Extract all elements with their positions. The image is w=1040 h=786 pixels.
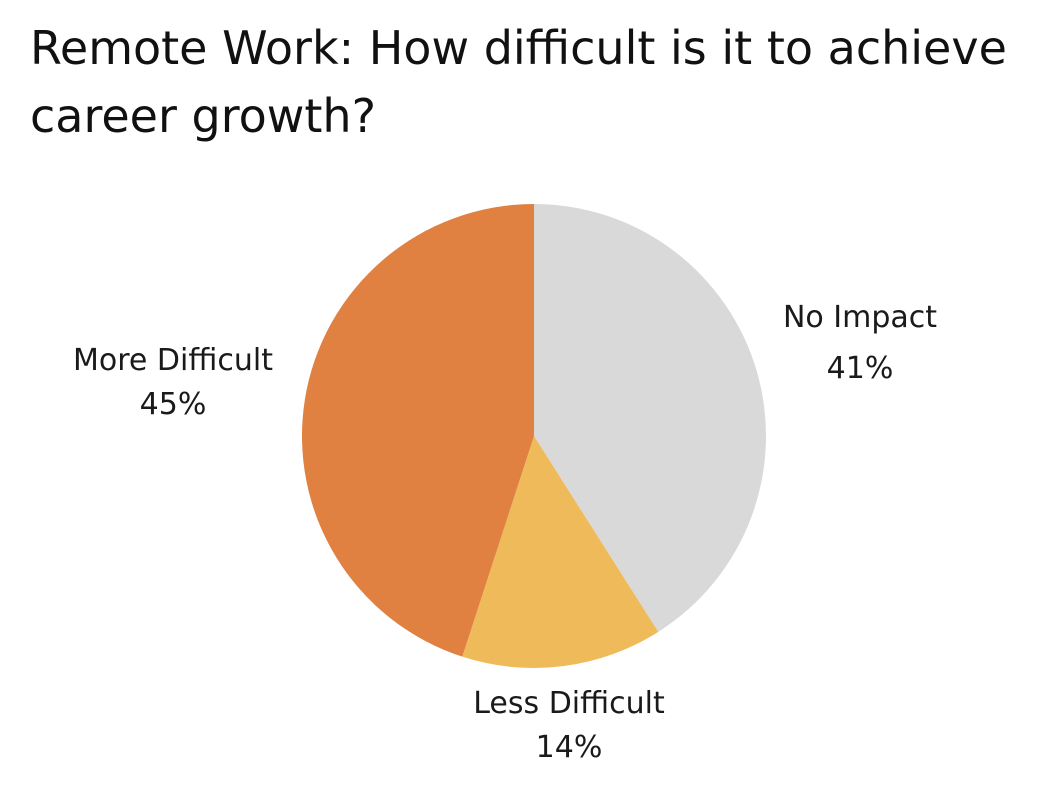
slice-value-more-difficult: 45% (140, 387, 207, 422)
slice-label-more-difficult: More Difficult (73, 343, 273, 378)
slice-label-less-difficult: Less Difficult (473, 686, 665, 721)
slice-value-no-impact: 41% (827, 351, 894, 386)
pie-slice-no-impact (534, 204, 766, 632)
pie-slices (301, 204, 766, 669)
chart-title: Remote Work: How difficult is it to achi… (30, 21, 1007, 143)
slice-label-no-impact: No Impact (783, 300, 937, 335)
slice-value-less-difficult: 14% (536, 730, 603, 765)
pie-slice-less-difficult (462, 436, 659, 669)
pie-slice-more-difficult (301, 204, 534, 657)
pie-labels: No Impact 41% Less Difficult 14% More Diffic… (73, 300, 937, 765)
